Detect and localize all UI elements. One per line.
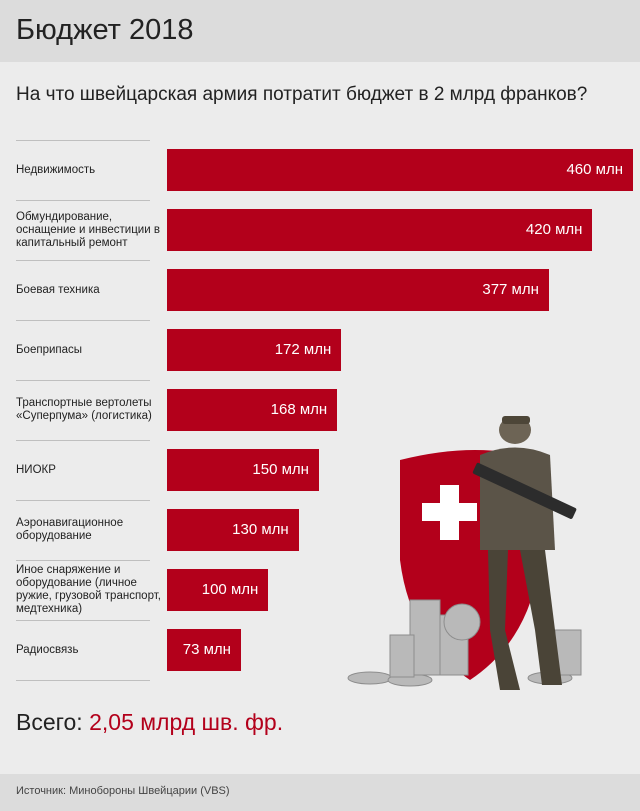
swiss-soldier-illustration — [347, 416, 582, 690]
category-label: Иное снаряжение и оборудование (личное р… — [16, 564, 161, 615]
bar: 73 млн — [167, 629, 241, 671]
category-label: Аэронавигационное оборудование — [16, 517, 124, 542]
total-line: Всего: 2,05 млрд шв. фр. — [16, 709, 283, 736]
bar: 420 млн — [167, 209, 593, 251]
category-label: Боевая техника — [16, 283, 100, 296]
category-label: Обмундирование, оснащение и инвестиции в… — [16, 210, 160, 249]
row-separator — [16, 680, 150, 681]
bar-value-label: 377 млн — [482, 281, 539, 298]
bar: 172 млн — [167, 329, 342, 371]
bar-value-label: 150 млн — [252, 461, 309, 478]
page-title: Бюджет 2018 — [16, 14, 194, 46]
row-separator — [16, 320, 150, 321]
total-value: 2,05 млрд шв. фр. — [89, 709, 284, 735]
bar-value-label: 172 млн — [274, 341, 332, 358]
bar: 130 млн — [167, 509, 299, 551]
category-label: Недвижимость — [16, 163, 96, 176]
chart-subtitle: На что швейцарская армия потратит бюджет… — [16, 84, 588, 105]
row-separator — [16, 380, 150, 381]
category-label: Радиосвязь — [16, 643, 79, 656]
row-separator — [16, 620, 150, 621]
bar-value-label: 168 млн — [270, 401, 328, 418]
bar-value-label: 130 млн — [232, 521, 289, 538]
bar: 460 млн — [167, 149, 633, 191]
category-label: Транспортные вертолеты «Суперпума» (логи… — [16, 397, 152, 422]
bar: 150 млн — [167, 449, 319, 491]
bar-value-label: 100 млн — [201, 581, 259, 598]
bar: 168 млн — [167, 389, 338, 431]
category-label: НИОКР — [16, 463, 56, 476]
bar: 100 млн — [167, 569, 269, 611]
bar-value-label: 460 млн — [566, 161, 623, 178]
header-band — [0, 0, 640, 62]
bar-value-label: 420 млн — [525, 221, 583, 238]
footer-band — [0, 774, 640, 811]
row-separator — [16, 560, 150, 561]
category-label: Боеприпасы — [16, 343, 83, 356]
bar: 377 млн — [167, 269, 549, 311]
source-note: Источник: Минобороны Швейцарии (VBS) — [16, 785, 230, 797]
total-label: Всего: — [16, 709, 83, 735]
bar-value-label: 73 млн — [182, 641, 231, 658]
row-separator — [16, 260, 150, 261]
row-separator — [16, 200, 150, 201]
row-separator — [16, 440, 150, 441]
row-separator — [16, 140, 150, 141]
row-separator — [16, 500, 150, 501]
